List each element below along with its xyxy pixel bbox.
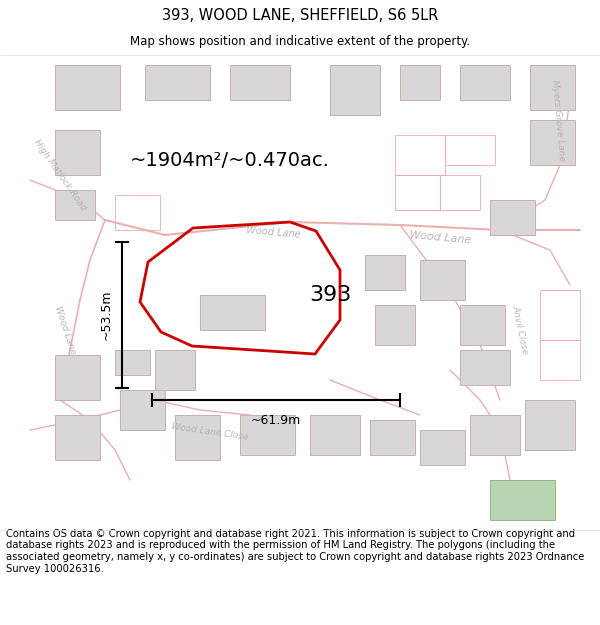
Text: 393, WOOD LANE, SHEFFIELD, S6 5LR: 393, WOOD LANE, SHEFFIELD, S6 5LR	[162, 8, 438, 23]
Polygon shape	[365, 255, 405, 290]
Polygon shape	[175, 415, 220, 460]
Polygon shape	[525, 400, 575, 450]
Polygon shape	[310, 415, 360, 455]
Polygon shape	[420, 260, 465, 300]
Text: Map shows position and indicative extent of the property.: Map shows position and indicative extent…	[130, 35, 470, 48]
Polygon shape	[200, 295, 265, 330]
Polygon shape	[55, 355, 100, 400]
Polygon shape	[120, 390, 165, 430]
Polygon shape	[115, 350, 150, 375]
Polygon shape	[55, 190, 95, 220]
Polygon shape	[375, 305, 415, 345]
Polygon shape	[330, 65, 380, 115]
Text: High Matlock Road: High Matlock Road	[32, 138, 88, 212]
Text: Wood Lane: Wood Lane	[245, 224, 301, 239]
Polygon shape	[530, 65, 575, 110]
Text: Contains OS data © Crown copyright and database right 2021. This information is : Contains OS data © Crown copyright and d…	[6, 529, 584, 574]
Text: Wood Lane Close: Wood Lane Close	[171, 422, 249, 442]
Polygon shape	[490, 200, 535, 235]
Text: ~53.5m: ~53.5m	[100, 290, 113, 340]
Text: ~61.9m: ~61.9m	[251, 414, 301, 427]
Polygon shape	[155, 350, 195, 390]
Polygon shape	[420, 430, 465, 465]
Polygon shape	[55, 65, 120, 110]
Text: Wood Lane: Wood Lane	[53, 305, 77, 355]
Polygon shape	[400, 65, 440, 100]
Text: 393: 393	[309, 285, 351, 305]
Polygon shape	[470, 415, 520, 455]
Polygon shape	[370, 420, 415, 455]
Polygon shape	[55, 130, 100, 175]
Polygon shape	[240, 415, 295, 455]
Polygon shape	[460, 350, 510, 385]
Text: Wood Lane: Wood Lane	[409, 230, 472, 246]
Polygon shape	[460, 305, 505, 345]
Polygon shape	[230, 65, 290, 100]
Polygon shape	[490, 480, 555, 520]
Polygon shape	[55, 415, 100, 460]
Polygon shape	[460, 65, 510, 100]
Text: ~1904m²/~0.470ac.: ~1904m²/~0.470ac.	[130, 151, 330, 169]
Text: Myers Grove Lane: Myers Grove Lane	[550, 79, 566, 161]
Polygon shape	[145, 65, 210, 100]
Text: Anvil Close: Anvil Close	[511, 305, 530, 355]
Polygon shape	[530, 120, 575, 165]
